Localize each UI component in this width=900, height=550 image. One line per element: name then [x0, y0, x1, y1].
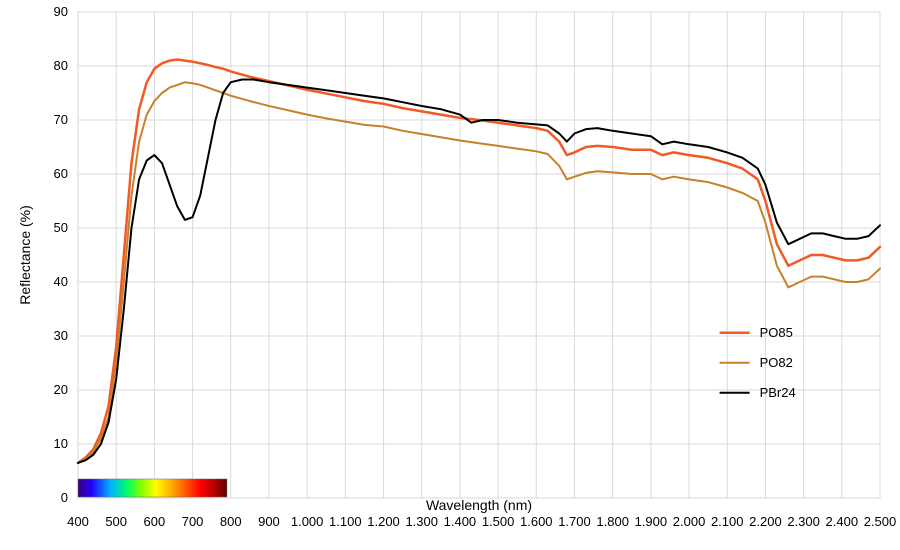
- x-tick-label: 800: [220, 514, 242, 529]
- x-tick-label: 2.300: [787, 514, 820, 529]
- x-tick-label: 500: [105, 514, 127, 529]
- legend-label: PBr24: [760, 385, 796, 400]
- x-tick-label: 1.000: [291, 514, 324, 529]
- x-tick-label: 1.300: [405, 514, 438, 529]
- legend-label: PO85: [760, 325, 793, 340]
- x-tick-label: 600: [144, 514, 166, 529]
- x-tick-label: 1.500: [482, 514, 515, 529]
- y-tick-label: 10: [54, 436, 68, 451]
- y-tick-label: 70: [54, 112, 68, 127]
- x-tick-label: 2.400: [826, 514, 859, 529]
- y-tick-label: 50: [54, 220, 68, 235]
- x-tick-label: 2.100: [711, 514, 744, 529]
- y-tick-label: 80: [54, 58, 68, 73]
- x-tick-label: 700: [182, 514, 204, 529]
- y-tick-label: 30: [54, 328, 68, 343]
- y-tick-label: 20: [54, 382, 68, 397]
- x-tick-label: 1.400: [444, 514, 477, 529]
- visible-spectrum-bar: [78, 479, 227, 497]
- x-tick-label: 2.500: [864, 514, 897, 529]
- x-tick-label: 400: [67, 514, 89, 529]
- x-tick-label: 1.200: [367, 514, 400, 529]
- x-tick-label: 1.600: [520, 514, 553, 529]
- reflectance-chart: 0 10 20 30 40 50 60 70 80 90 400 500 600 700 800 900 1.0…: [0, 0, 900, 550]
- x-tick-label: 1.800: [596, 514, 629, 529]
- x-tick-label: 1.700: [558, 514, 591, 529]
- x-tick-label: 1.100: [329, 514, 362, 529]
- y-tick-label: 90: [54, 4, 68, 19]
- chart-svg: 0 10 20 30 40 50 60 70 80 90 400 500 600 700 800 900 1.0…: [0, 0, 900, 550]
- y-tick-label: 0: [61, 490, 68, 505]
- x-tick-label: 900: [258, 514, 280, 529]
- x-tick-label: 2.000: [673, 514, 706, 529]
- x-tick-label: 1.900: [635, 514, 668, 529]
- y-axis-label: Reflectance (%): [17, 205, 33, 305]
- x-axis-label: Wavelength (nm): [426, 497, 532, 513]
- y-tick-label: 40: [54, 274, 68, 289]
- y-tick-label: 60: [54, 166, 68, 181]
- legend-label: PO82: [760, 355, 793, 370]
- x-tick-label: 2.200: [749, 514, 782, 529]
